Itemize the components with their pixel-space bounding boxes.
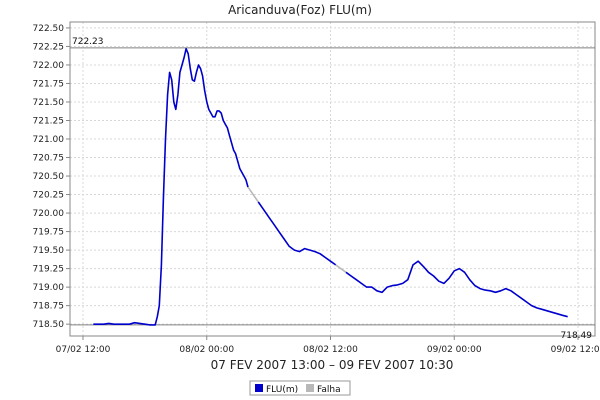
y-tick-label: 720.25 bbox=[33, 191, 65, 201]
y-tick-label: 722.25 bbox=[33, 42, 65, 52]
y-tick-label: 719.25 bbox=[33, 265, 65, 275]
grid bbox=[70, 22, 595, 336]
y-tick-label: 721.00 bbox=[33, 135, 65, 145]
series bbox=[93, 47, 568, 326]
series-line-flu bbox=[257, 201, 337, 266]
y-tick-label: 719.50 bbox=[33, 246, 65, 256]
y-tick-label: 721.50 bbox=[33, 98, 65, 108]
y-tick-label: 721.25 bbox=[33, 116, 65, 126]
reference-lines: 722.23 718.49 bbox=[70, 37, 595, 341]
plot-area bbox=[69, 21, 596, 337]
y-tick-label: 722.50 bbox=[33, 24, 65, 34]
series-line-falha bbox=[247, 186, 259, 203]
y-tick-label: 718.50 bbox=[33, 320, 65, 330]
y-tick-label: 720.50 bbox=[33, 172, 65, 182]
reference-line-label: 722.23 bbox=[72, 37, 104, 47]
x-tick-label: 09/02 12:00 bbox=[551, 345, 600, 355]
y-tick-label: 720.75 bbox=[33, 154, 65, 164]
reference-line-label: 718.49 bbox=[561, 331, 593, 341]
y-tick-label: 721.75 bbox=[33, 79, 65, 89]
series-line-flu bbox=[93, 47, 249, 326]
legend: FLU(m) Falha bbox=[249, 380, 351, 396]
series-line-falha bbox=[335, 264, 347, 273]
legend-swatch bbox=[255, 384, 263, 392]
x-tick-label: 07/02 12:00 bbox=[56, 345, 111, 355]
y-tick-label: 719.75 bbox=[33, 228, 65, 238]
legend-swatch bbox=[306, 384, 314, 392]
y-tick-label: 720.00 bbox=[33, 209, 65, 219]
y-axis: 718.50 718.75 719.00 719.25 719.50 719.75 720.… bbox=[33, 24, 70, 330]
y-tick-label: 719.00 bbox=[33, 283, 65, 293]
legend-label: FLU(m) bbox=[266, 385, 298, 395]
chart-title: Aricanduva(Foz) FLU(m) bbox=[228, 3, 372, 17]
x-tick-label: 09/02 00:00 bbox=[427, 345, 482, 355]
x-axis: 07/02 12:00 08/02 00:00 08/02 12:00 09/02 0… bbox=[56, 336, 600, 355]
x-tick-label: 08/02 12:00 bbox=[303, 345, 358, 355]
series-line-flu bbox=[345, 260, 568, 318]
legend-box bbox=[249, 380, 351, 396]
legend-label: Falha bbox=[317, 385, 341, 395]
y-tick-label: 722.00 bbox=[33, 61, 65, 71]
chart-subtitle: 07 FEV 2007 13:00 – 09 FEV 2007 10:30 bbox=[211, 358, 454, 372]
x-tick-label: 08/02 00:00 bbox=[179, 345, 234, 355]
y-tick-label: 718.75 bbox=[33, 302, 65, 312]
